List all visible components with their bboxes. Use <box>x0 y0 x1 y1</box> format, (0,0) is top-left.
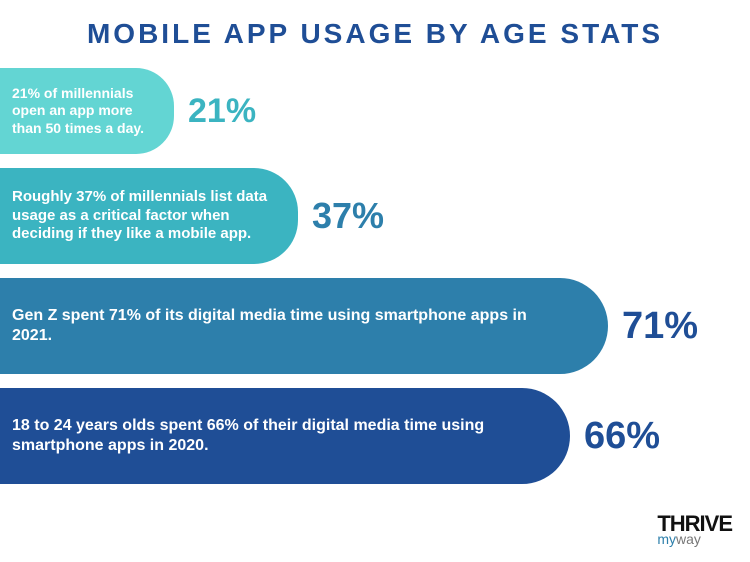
stat-bar-label: 18 to 24 years olds spent 66% of their d… <box>12 416 532 456</box>
stat-percent: 37% <box>312 195 384 237</box>
logo-bottom-1: my <box>657 531 676 547</box>
stat-percent: 66% <box>584 415 660 458</box>
stat-bar-row: Gen Z spent 71% of its digital media tim… <box>0 278 750 374</box>
stat-percent: 71% <box>622 305 698 348</box>
stat-percent: 21% <box>188 92 256 131</box>
stat-bar-label: Roughly 37% of millennials list data usa… <box>12 188 272 244</box>
stat-bar-label: 21% of millennials open an app more than… <box>12 85 156 138</box>
stat-bar: Roughly 37% of millennials list data usa… <box>0 168 298 264</box>
stat-bar: 18 to 24 years olds spent 66% of their d… <box>0 388 570 484</box>
stat-bar-row: 21% of millennials open an app more than… <box>0 68 750 154</box>
stat-bar-label: Gen Z spent 71% of its digital media tim… <box>12 306 532 346</box>
logo-bottom-2: way <box>676 531 701 547</box>
brand-logo: THRIVE myway <box>657 515 732 546</box>
page-title: MOBILE APP USAGE BY AGE STATS <box>0 0 750 60</box>
stat-bar: 21% of millennials open an app more than… <box>0 68 174 154</box>
stat-bar-row: Roughly 37% of millennials list data usa… <box>0 168 750 264</box>
bars-container: 21% of millennials open an app more than… <box>0 60 750 484</box>
stat-bar: Gen Z spent 71% of its digital media tim… <box>0 278 608 374</box>
stat-bar-row: 18 to 24 years olds spent 66% of their d… <box>0 388 750 484</box>
